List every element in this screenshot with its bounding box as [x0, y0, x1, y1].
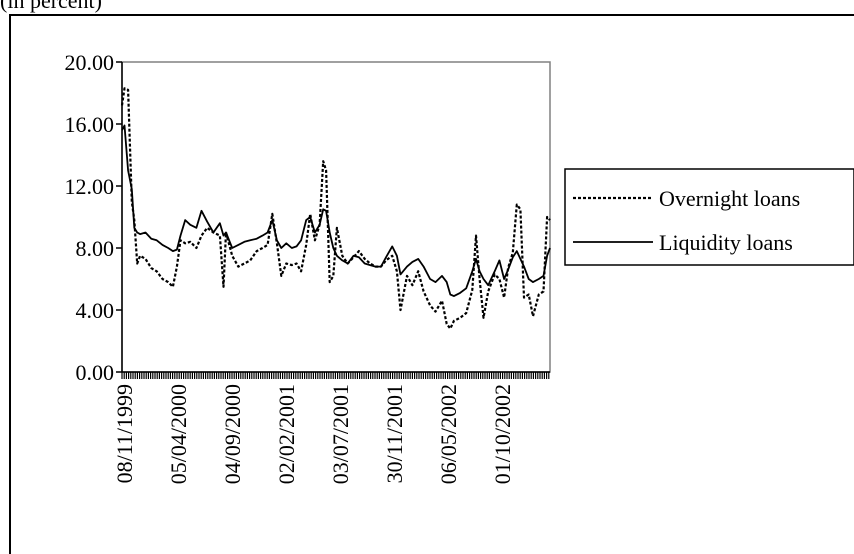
- chart-area-frame: [9, 14, 854, 554]
- x-tick-label: 06/05/2002: [436, 384, 461, 484]
- legend: Overnight loans Liquidity loans: [564, 168, 854, 266]
- x-tick-label: 04/09/2000: [220, 384, 245, 484]
- plot-border: [121, 61, 551, 373]
- y-tick-label: 4.00: [76, 298, 115, 323]
- y-tick-label: 16.00: [65, 112, 115, 137]
- x-tick-label: 05/04/2000: [166, 384, 191, 484]
- series-layer: [120, 87, 551, 330]
- y-tick-label: 20.00: [65, 50, 115, 75]
- plot-area: [121, 61, 551, 373]
- chart-caption: (in percent): [0, 0, 102, 13]
- x-tick-label: 08/11/1999: [112, 384, 137, 483]
- x-tick-label: 03/07/2001: [328, 384, 353, 484]
- x-minor-ticks: [121, 372, 550, 379]
- series-line-overnight-loans: [120, 87, 551, 330]
- x-axis: 08/11/1999 05/04/2000 04/09/2000 02/02/2001…: [112, 371, 550, 484]
- legend-label: Overnight loans: [659, 186, 800, 211]
- x-tick-label: 30/11/2001: [382, 384, 407, 483]
- y-tick-label: 12.00: [65, 174, 115, 199]
- legend-label: Liquidity loans: [659, 230, 793, 255]
- legend-box: [564, 168, 854, 266]
- y-tick-label: 8.00: [76, 236, 115, 261]
- y-axis: 0.00 4.00 8.00 12.00 16.00 20.00: [65, 50, 123, 385]
- x-tick-label: 02/02/2001: [274, 384, 299, 484]
- x-tick-label: 01/10/2002: [490, 384, 515, 484]
- series-line-liquidity-loans: [121, 124, 551, 297]
- y-tick-label: 0.00: [76, 360, 115, 385]
